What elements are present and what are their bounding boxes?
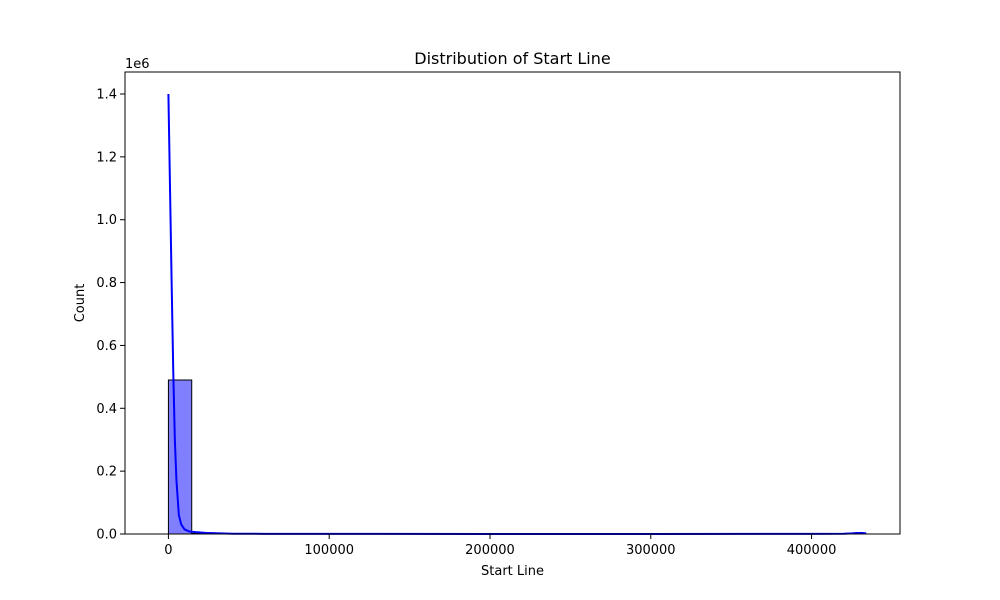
y-tick-label-4: 0.8 bbox=[96, 276, 117, 291]
plot-frame bbox=[124, 71, 901, 535]
x-tick-label-4: 400000 bbox=[787, 543, 837, 558]
x-tick-label-1: 100000 bbox=[304, 543, 354, 558]
y-axis-multiplier: 1e6 bbox=[125, 57, 150, 72]
y-tick-label-6: 1.2 bbox=[96, 150, 117, 165]
x-axis-label: Start Line bbox=[481, 564, 544, 579]
y-tick-label-5: 1.0 bbox=[96, 213, 117, 228]
y-axis-label: Count bbox=[73, 284, 88, 323]
y-tick-label-3: 0.6 bbox=[96, 339, 117, 354]
y-tick-label-1: 0.2 bbox=[96, 465, 117, 480]
x-tick-label-0: 0 bbox=[164, 543, 172, 558]
y-tick-label-7: 1.4 bbox=[96, 88, 117, 103]
x-tick-label-2: 200000 bbox=[465, 543, 515, 558]
kde-line bbox=[167, 93, 867, 535]
plot-area: 0 100000 200000 300000 400000 0.0 0.2 0.4 0.6 0.8… bbox=[96, 71, 901, 558]
y-tick-label-0: 0.0 bbox=[96, 528, 117, 543]
histogram-bar-0 bbox=[167, 379, 193, 535]
chart-title: Distribution of Start Line bbox=[414, 49, 610, 68]
y-tick-label-2: 0.4 bbox=[96, 402, 117, 417]
x-tick-label-3: 300000 bbox=[626, 543, 676, 558]
